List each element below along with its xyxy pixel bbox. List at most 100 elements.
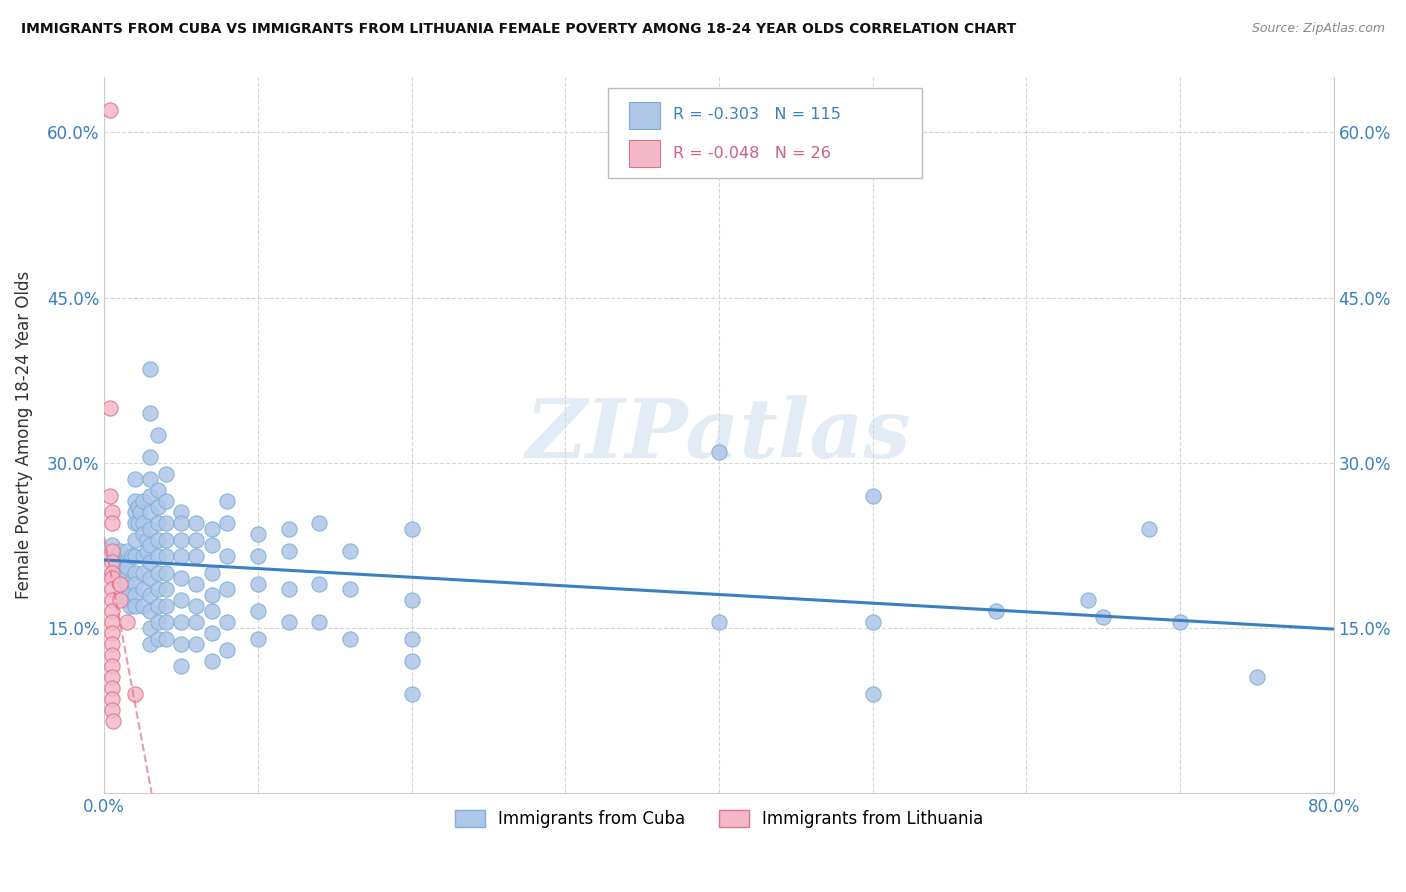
Point <box>277 543 299 558</box>
Text: ZIPatlas: ZIPatlas <box>526 395 911 475</box>
Point <box>101 516 124 530</box>
Point <box>246 632 269 646</box>
Point <box>155 599 177 613</box>
Point <box>246 549 269 563</box>
Point <box>124 494 146 508</box>
Point <box>101 648 124 662</box>
Point <box>862 489 884 503</box>
Point <box>124 505 146 519</box>
Point <box>246 527 269 541</box>
Point <box>201 654 224 668</box>
Point <box>201 626 224 640</box>
Point <box>114 582 136 596</box>
Point <box>117 543 139 558</box>
Point <box>100 401 122 415</box>
Point <box>170 505 193 519</box>
Point <box>146 599 169 613</box>
Point <box>124 588 146 602</box>
Point <box>1137 522 1160 536</box>
Text: Source: ZipAtlas.com: Source: ZipAtlas.com <box>1251 22 1385 36</box>
Point <box>277 615 299 629</box>
Point <box>139 604 162 618</box>
Point <box>170 637 193 651</box>
Text: R = -0.048   N = 26: R = -0.048 N = 26 <box>673 146 831 161</box>
Point <box>100 103 122 118</box>
Point <box>131 527 153 541</box>
Point <box>186 549 208 563</box>
Point <box>201 538 224 552</box>
Point <box>101 538 124 552</box>
Point <box>146 500 169 514</box>
Point <box>117 560 139 574</box>
Point <box>127 500 149 514</box>
Point <box>170 516 193 530</box>
Point <box>707 615 730 629</box>
Point <box>1077 593 1099 607</box>
Point <box>146 483 169 497</box>
Point <box>246 604 269 618</box>
Point <box>170 659 193 673</box>
Point <box>103 714 125 728</box>
Point <box>146 549 169 563</box>
Point <box>707 444 730 458</box>
Point <box>201 588 224 602</box>
Point <box>170 615 193 629</box>
Point <box>139 588 162 602</box>
Point <box>108 576 131 591</box>
Point <box>139 472 162 486</box>
Point <box>201 566 224 580</box>
Point <box>217 582 239 596</box>
Bar <box>630 102 659 128</box>
Point <box>217 642 239 657</box>
Point <box>146 533 169 547</box>
Point <box>101 615 124 629</box>
Point <box>139 571 162 585</box>
Point <box>186 637 208 651</box>
Point <box>124 576 146 591</box>
Point <box>186 533 208 547</box>
Point <box>111 555 134 569</box>
Point <box>217 549 239 563</box>
Point <box>101 505 124 519</box>
Point <box>139 406 162 420</box>
Point <box>401 522 423 536</box>
Point <box>155 533 177 547</box>
Point <box>139 505 162 519</box>
Y-axis label: Female Poverty Among 18-24 Year Olds: Female Poverty Among 18-24 Year Olds <box>15 271 32 599</box>
Point <box>1168 615 1191 629</box>
Point <box>108 593 131 607</box>
Point <box>401 654 423 668</box>
Point <box>146 582 169 596</box>
Point <box>201 604 224 618</box>
Point <box>124 533 146 547</box>
Bar <box>630 140 659 168</box>
Point <box>101 637 124 651</box>
Point <box>1092 609 1115 624</box>
Point <box>139 450 162 464</box>
Legend: Immigrants from Cuba, Immigrants from Lithuania: Immigrants from Cuba, Immigrants from Li… <box>449 803 990 834</box>
Point <box>277 522 299 536</box>
Point <box>101 670 124 684</box>
Point <box>101 659 124 673</box>
Point <box>308 615 330 629</box>
Point <box>155 632 177 646</box>
Point <box>124 516 146 530</box>
Point <box>124 599 146 613</box>
Point <box>401 593 423 607</box>
Point <box>139 621 162 635</box>
Point <box>139 489 162 503</box>
Point <box>217 494 239 508</box>
Point <box>108 566 131 580</box>
Point <box>862 687 884 701</box>
Point <box>124 549 146 563</box>
Point <box>146 428 169 442</box>
Point <box>101 571 124 585</box>
Point <box>308 576 330 591</box>
Point <box>101 593 124 607</box>
Point <box>862 615 884 629</box>
Point <box>101 681 124 695</box>
Point <box>100 489 122 503</box>
Point <box>984 604 1007 618</box>
Point <box>117 576 139 591</box>
Point <box>131 516 153 530</box>
